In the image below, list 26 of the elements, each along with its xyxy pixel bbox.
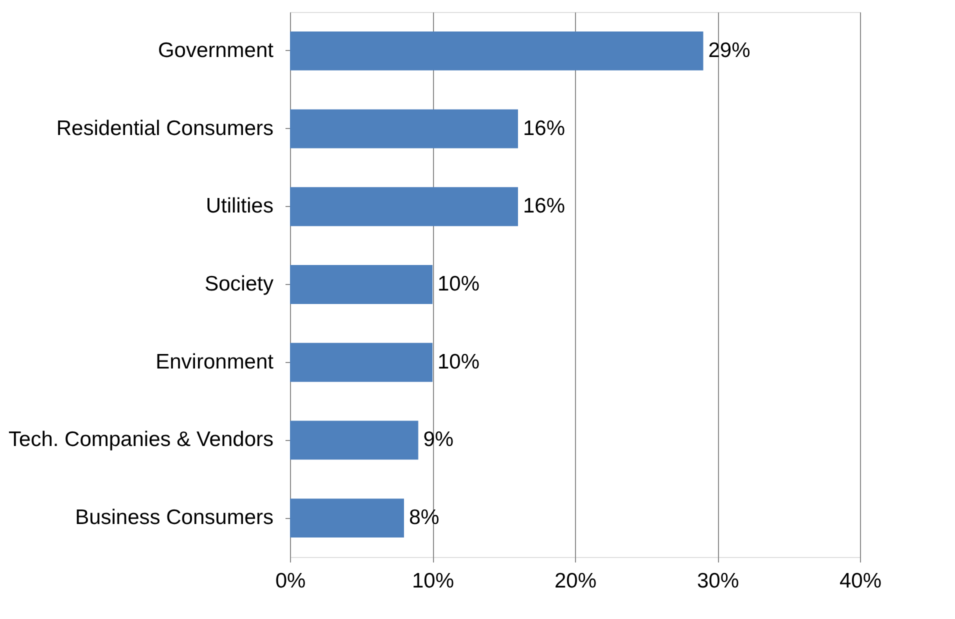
x-tick-label: 0%: [275, 570, 306, 592]
y-tick-label: Business Consumers: [75, 506, 274, 530]
data-label: 16%: [523, 194, 566, 218]
data-label: 10%: [438, 272, 480, 296]
x-tick-label: 40%: [839, 570, 882, 592]
y-tick-label: Tech. Companies & Vendors: [8, 428, 274, 452]
data-label: 29%: [708, 38, 750, 62]
bar: [290, 187, 518, 226]
y-tick-label: Environment: [156, 350, 274, 374]
y-tick-label: Residential Consumers: [56, 116, 274, 140]
bar: [290, 498, 404, 538]
x-tick-label: 20%: [554, 570, 597, 592]
y-tick-label: Society: [204, 272, 274, 296]
data-label: 8%: [409, 506, 440, 530]
bar: [290, 342, 432, 382]
x-tick-label: 10%: [412, 570, 454, 592]
bar: [290, 31, 704, 70]
bar: [290, 420, 418, 460]
y-tick-label: Utilities: [206, 194, 274, 218]
y-tick-label: Government: [158, 38, 274, 62]
data-label: 10%: [438, 350, 480, 374]
bar: [290, 109, 518, 148]
data-label: 9%: [423, 428, 454, 452]
data-label: 16%: [523, 116, 566, 140]
bar: [290, 265, 432, 304]
x-tick-label: 30%: [696, 570, 740, 592]
